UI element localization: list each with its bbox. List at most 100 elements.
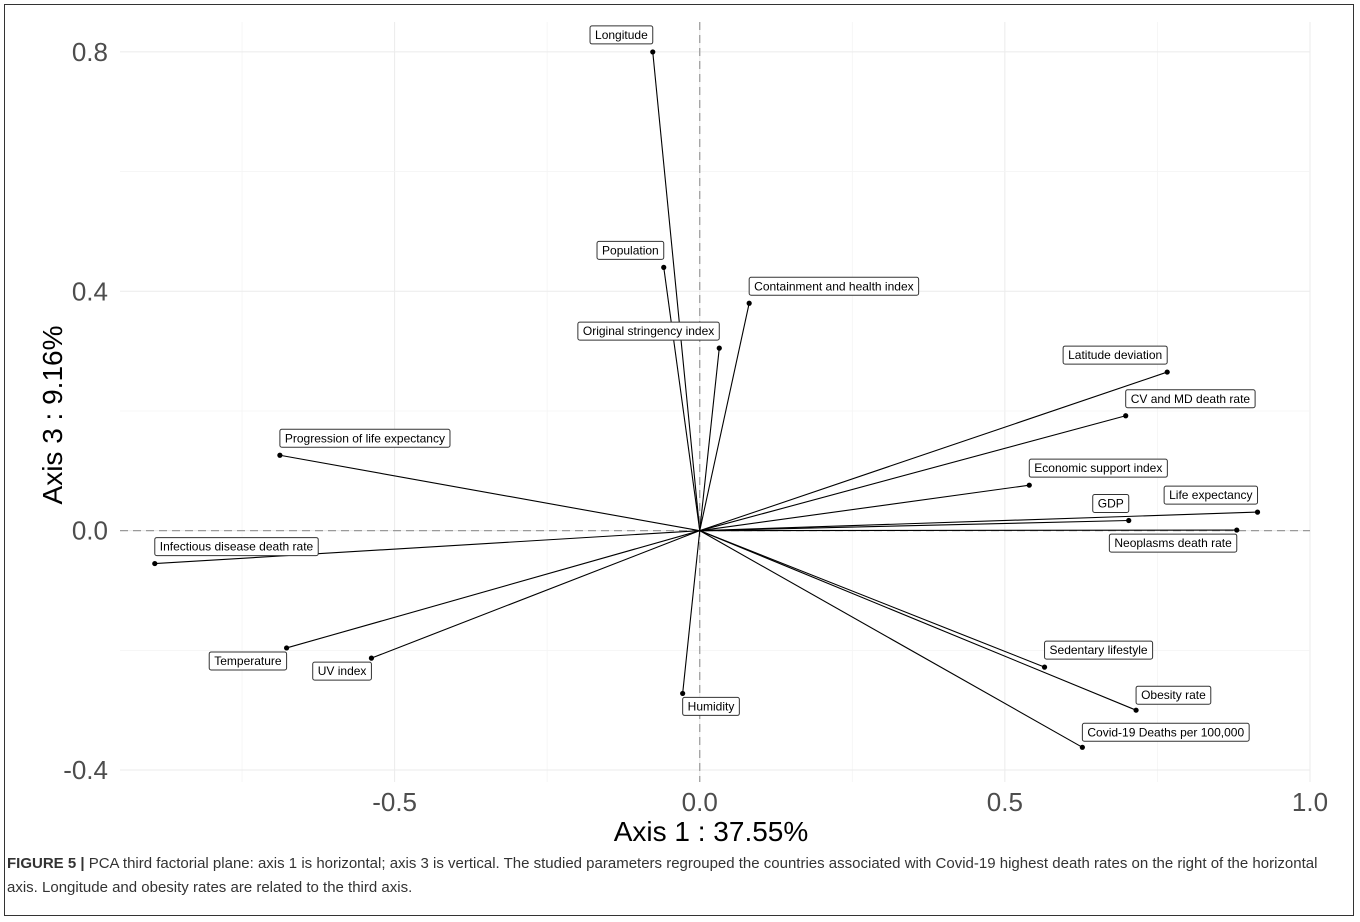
variable-vector — [699, 484, 1030, 532]
variable-label: Temperature — [208, 651, 288, 671]
variable-label: Containment and health index — [748, 276, 920, 296]
variable-label-text: Containment and health index — [754, 279, 913, 293]
variable-label-text: Sedentary lifestyle — [1050, 643, 1148, 657]
variable-label: Covid-19 Deaths per 100,000 — [1081, 722, 1250, 742]
variable-label: Progression of life expectancy — [279, 428, 451, 448]
variable-label-box — [1028, 458, 1168, 478]
variable-label-text: Infectious disease death rate — [160, 540, 314, 554]
variable-vector — [699, 511, 1258, 532]
variable-label: Life expectancy — [1163, 485, 1259, 505]
variable-point — [746, 300, 752, 306]
caption-label: FIGURE 5 | — [7, 855, 85, 872]
variable-label: Latitude deviation — [1062, 345, 1168, 365]
variable-vector — [699, 415, 1126, 532]
variable-label-box — [154, 537, 319, 557]
variable-label: Sedentary lifestyle — [1044, 640, 1154, 660]
variable-vectors — [152, 49, 1261, 750]
variable-vector — [279, 454, 700, 532]
y-tick-label: 0.0 — [72, 516, 108, 546]
variable-label-box — [1062, 345, 1168, 365]
variable-point — [368, 655, 375, 661]
variable-point — [284, 645, 290, 651]
variable-label-box — [1092, 493, 1130, 513]
variable-label-text: UV index — [318, 664, 367, 678]
variable-label: Population — [596, 240, 665, 260]
variable-label: Economic support index — [1028, 458, 1168, 478]
variable-label-box — [279, 428, 451, 448]
variable-point — [650, 49, 656, 55]
variable-point — [680, 690, 686, 697]
variable-point — [716, 345, 722, 351]
variable-vector — [699, 519, 1129, 532]
variable-label-text: Population — [602, 243, 659, 257]
variable-label-text: Original stringency index — [583, 324, 714, 338]
y-tick-label: 0.8 — [72, 37, 108, 67]
y-axis-title: Axis 3 : 9.16% — [37, 326, 68, 505]
variable-point — [661, 264, 667, 270]
variable-vector — [663, 267, 701, 531]
tick-labels: -0.5 0.0 0.5 1.0 -0.4 0.0 0.4 0.8 — [63, 37, 1328, 817]
pca-chart: Longitude Population Original stringency i… — [37, 22, 1328, 847]
variable-label-text: Economic support index — [1034, 461, 1162, 475]
variable-vector — [699, 303, 750, 531]
variable-label-box — [312, 661, 372, 681]
variable-vector — [699, 371, 1168, 532]
variable-label-text: Covid-19 Deaths per 100,000 — [1087, 725, 1244, 739]
variable-label: Neoplasms death rate — [1108, 533, 1238, 553]
variable-label-box — [1108, 533, 1238, 553]
variable-label-text: Progression of life expectancy — [285, 431, 445, 445]
variable-label-text: Temperature — [214, 654, 282, 668]
variable-label-box — [1044, 640, 1154, 660]
caption-text: PCA third factorial plane: axis 1 is hor… — [7, 855, 1318, 896]
variable-point — [1164, 369, 1170, 375]
x-axis-title: Axis 1 : 37.55% — [614, 816, 809, 847]
variable-vector — [652, 51, 701, 531]
variable-label: Obesity rate — [1135, 685, 1212, 705]
variable-label-box — [1081, 722, 1250, 742]
variable-label: Original stringency index — [577, 321, 720, 341]
x-tick-label: 0.0 — [682, 787, 718, 817]
variable-point — [277, 452, 283, 458]
variable-label-text: Neoplasms death rate — [1114, 536, 1232, 550]
x-tick-label: -0.5 — [372, 787, 417, 817]
variable-label-box — [589, 25, 654, 45]
variable-label-text: GDP — [1098, 496, 1124, 510]
variable-labels: Longitude Population Original stringency i… — [154, 25, 1259, 742]
variable-vector — [682, 530, 701, 694]
variable-point — [1026, 482, 1032, 488]
variable-label-box — [748, 276, 920, 296]
variable-vector — [154, 530, 700, 565]
variable-vector — [371, 530, 700, 659]
variable-label-box — [1135, 685, 1212, 705]
variable-label: GDP — [1092, 493, 1130, 513]
variable-point — [152, 560, 158, 567]
variable-vector — [699, 529, 1237, 532]
variable-label-text: Obesity rate — [1141, 688, 1206, 702]
variable-label-box — [1125, 389, 1256, 409]
variable-label: Longitude — [589, 25, 654, 45]
variable-label: Infectious disease death rate — [154, 537, 319, 557]
variable-label: Humidity — [682, 696, 740, 716]
variable-vector — [699, 530, 1045, 668]
y-tick-label: -0.4 — [63, 755, 108, 785]
variable-vector — [699, 348, 720, 531]
variable-label-text: Humidity — [688, 699, 735, 713]
figure-frame — [4, 4, 1354, 916]
x-tick-label: 1.0 — [1292, 787, 1328, 817]
variable-point — [1133, 707, 1139, 713]
variable-label-text: Life expectancy — [1169, 488, 1252, 502]
y-tick-label: 0.4 — [72, 276, 108, 306]
variable-label-box — [682, 696, 740, 716]
variable-label-box — [577, 321, 720, 341]
variable-label-box — [1163, 485, 1259, 505]
variable-point — [1234, 527, 1240, 533]
variable-vector — [286, 530, 700, 649]
variable-label: CV and MD death rate — [1125, 389, 1256, 409]
variable-vector — [699, 530, 1137, 711]
x-tick-label: 0.5 — [987, 787, 1023, 817]
variable-point — [1123, 413, 1129, 419]
variable-label-box — [208, 651, 288, 671]
variable-label-box — [596, 240, 665, 260]
variable-label-text: Longitude — [595, 28, 648, 42]
figure-caption: FIGURE 5 | PCA third factorial plane: ax… — [7, 852, 1347, 900]
